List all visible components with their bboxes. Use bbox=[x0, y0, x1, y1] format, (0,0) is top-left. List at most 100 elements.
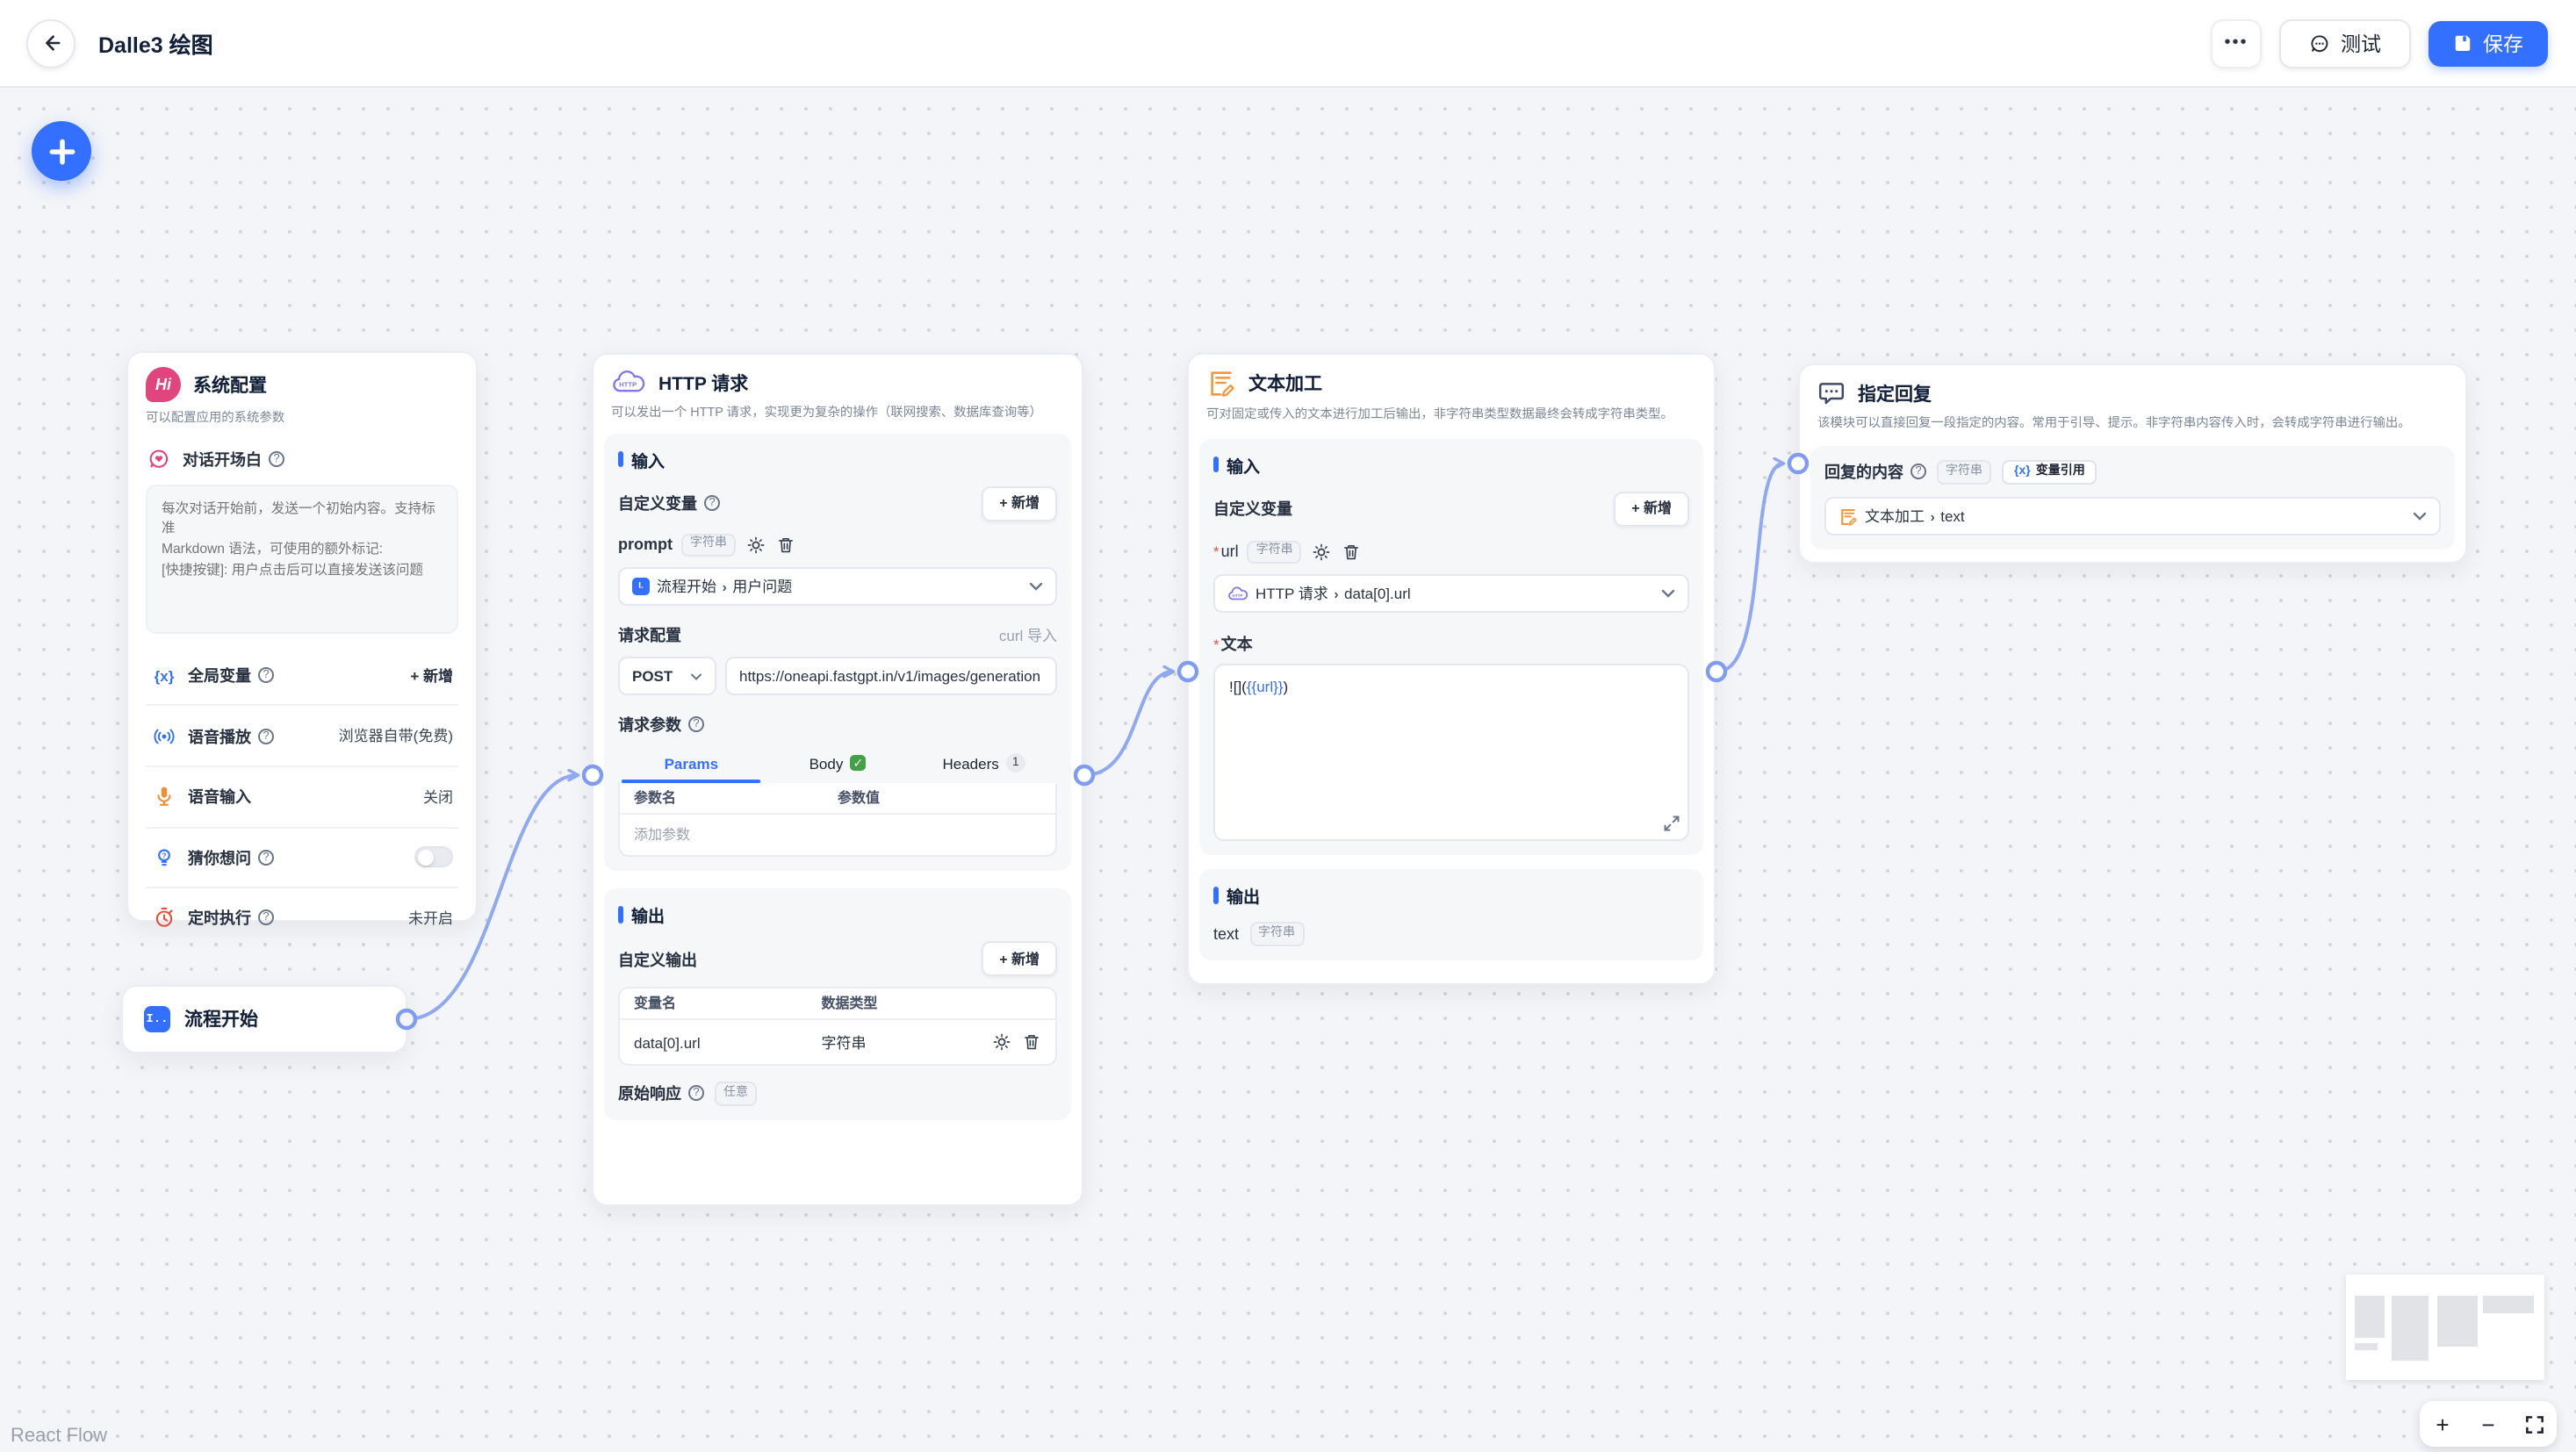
url-input[interactable] bbox=[725, 657, 1057, 696]
help-icon: ? bbox=[258, 728, 275, 744]
output-name: text bbox=[1213, 924, 1240, 943]
row-scheduled-run[interactable]: 定时执行? 未开启 bbox=[146, 887, 458, 947]
reply-source-select[interactable]: 文本加工 › text bbox=[1824, 497, 2441, 536]
gear-icon[interactable] bbox=[746, 536, 766, 555]
add-node-button[interactable] bbox=[32, 121, 91, 181]
request-tabs: Params Body ✓ Headers 1 bbox=[618, 744, 1057, 784]
method-select[interactable]: POST bbox=[618, 657, 716, 696]
node-http-request[interactable]: HTTP HTTP 请求 可以发出一个 HTTP 请求，实现更为复杂的操作（联网… bbox=[592, 353, 1083, 1206]
more-menu-button[interactable]: ••• bbox=[2211, 18, 2262, 68]
minimap-node bbox=[2355, 1296, 2385, 1338]
timer-icon bbox=[151, 905, 177, 931]
var-name: url bbox=[1220, 543, 1239, 561]
welcome-label: 对话开场白 bbox=[183, 450, 263, 469]
zoom-out-button[interactable]: − bbox=[2481, 1411, 2495, 1437]
reply-content-label: 回复的内容 bbox=[1824, 464, 1904, 482]
gear-icon[interactable] bbox=[1313, 543, 1332, 562]
trash-icon[interactable] bbox=[1022, 1032, 1041, 1052]
trash-icon[interactable] bbox=[1342, 543, 1362, 562]
chevron-right-icon: › bbox=[1926, 509, 1939, 526]
row-guess-question[interactable]: ? 猜你想问? bbox=[146, 826, 458, 887]
gear-icon[interactable] bbox=[992, 1032, 1011, 1052]
add-variable-button[interactable]: + 新增 bbox=[1614, 491, 1689, 527]
help-icon: ? bbox=[704, 495, 721, 512]
url-source-select[interactable]: HTTP HTTP 请求 › data[0].url bbox=[1213, 574, 1689, 614]
row-voice-playback[interactable]: 语音播放? 浏览器自带(免费) bbox=[146, 704, 458, 766]
content-type-badge: 字符串 bbox=[1937, 460, 1992, 485]
text-output-panel: 输出 text 字符串 bbox=[1199, 869, 1703, 960]
row-global-variables[interactable]: {x} 全局变量? + 新增 bbox=[146, 645, 458, 704]
required-asterisk: * bbox=[1213, 543, 1220, 561]
help-icon: ? bbox=[1910, 464, 1927, 480]
page-title: Dalle3 绘图 bbox=[98, 33, 213, 58]
http-output-panel: 输出 自定义输出 + 新增 变量名 数据类型 data[0].url 字符串 bbox=[604, 888, 1071, 1119]
http-input-panel: 输入 自定义变量? + 新增 prompt 字符串 I. 流程开始 › 用户问题… bbox=[604, 433, 1071, 872]
zoom-controls: + − bbox=[2420, 1401, 2557, 1447]
welcome-textarea[interactable] bbox=[146, 484, 458, 634]
svg-text:HTTP: HTTP bbox=[1233, 593, 1243, 597]
fit-view-button[interactable] bbox=[2516, 1414, 2551, 1434]
tab-body[interactable]: Body ✓ bbox=[765, 744, 911, 783]
variable-reference-badge[interactable]: {x} 变量引用 bbox=[2002, 459, 2097, 485]
chevron-down-icon bbox=[2413, 511, 2427, 521]
text-input-panel: 输入 自定义变量 + 新增 * url 字符串 HTTP HTTP 请求 › d… bbox=[1199, 438, 1703, 856]
row-voice-input[interactable]: 语音输入 关闭 bbox=[146, 765, 458, 826]
node-text-processing[interactable]: 文本加工 可对固定或传入的文本进行加工后输出，非字符串类型数据最终会转成字符串类… bbox=[1187, 353, 1716, 985]
chevron-down-icon bbox=[690, 672, 702, 680]
minimap-node bbox=[2355, 1342, 2378, 1349]
tab-headers[interactable]: Headers 1 bbox=[910, 744, 1057, 783]
add-variable-button[interactable]: + 新增 bbox=[982, 485, 1057, 521]
prompt-source-select[interactable]: I. 流程开始 › 用户问题 bbox=[618, 567, 1057, 607]
node-flow-start[interactable]: I.. 流程开始 bbox=[121, 985, 407, 1053]
bulb-icon: ? bbox=[151, 845, 177, 871]
node-description: 可以配置应用的系统参数 bbox=[146, 409, 285, 425]
flow-start-icon: I.. bbox=[144, 1006, 170, 1032]
node-title: 指定回复 bbox=[1858, 384, 1932, 405]
help-icon: ? bbox=[269, 450, 285, 467]
output-table: 变量名 数据类型 data[0].url 字符串 bbox=[618, 987, 1057, 1067]
node-specified-reply[interactable]: 指定回复 该模块可以直接回复一段指定的内容。常用于引导、提示。非字符串内容传入时… bbox=[1798, 363, 2467, 564]
node-title: 文本加工 bbox=[1248, 374, 1322, 395]
help-icon: ? bbox=[688, 716, 705, 733]
input-section-label: 输入 bbox=[631, 452, 666, 472]
reactflow-attribution: React Flow bbox=[11, 1426, 108, 1447]
minimap[interactable] bbox=[2346, 1275, 2544, 1380]
app-avatar: Hi bbox=[146, 367, 181, 402]
input-section-label: 输入 bbox=[1227, 457, 1261, 478]
output-section-label: 输出 bbox=[631, 908, 666, 928]
welcome-chat-heart-icon bbox=[146, 445, 172, 471]
output-type-badge: 字符串 bbox=[1249, 922, 1305, 945]
add-param-row[interactable]: 添加参数 bbox=[620, 813, 1055, 855]
custom-output-label: 自定义输出 bbox=[618, 951, 698, 969]
minimap-node bbox=[2483, 1296, 2534, 1313]
text-template-editor[interactable]: ![]({{url}}) bbox=[1213, 664, 1689, 842]
help-icon: ? bbox=[258, 849, 275, 866]
guess-question-toggle[interactable] bbox=[414, 846, 453, 868]
reply-content-panel: 回复的内容? 字符串 {x} 变量引用 文本加工 › text bbox=[1810, 445, 2455, 550]
add-output-button[interactable]: + 新增 bbox=[982, 941, 1057, 977]
chat-bubble-icon bbox=[2309, 32, 2330, 54]
trash-icon[interactable] bbox=[776, 536, 795, 555]
chevron-down-icon bbox=[1029, 581, 1043, 592]
top-bar: Dalle3 绘图 ••• 测试 保存 bbox=[0, 0, 2576, 88]
arrow-left-icon bbox=[40, 32, 62, 54]
add-variable-link[interactable]: + 新增 bbox=[410, 666, 453, 685]
expand-icon[interactable] bbox=[1663, 815, 1680, 832]
headers-count-badge: 1 bbox=[1005, 753, 1025, 773]
save-button[interactable]: 保存 bbox=[2428, 20, 2548, 66]
zoom-in-button[interactable]: + bbox=[2436, 1411, 2450, 1437]
flow-start-mini-icon: I. bbox=[632, 578, 650, 596]
node-title: HTTP 请求 bbox=[658, 373, 749, 394]
node-system-config[interactable]: Hi 系统配置 可以配置应用的系统参数 对话开场白 ? {x} 全局变量? + … bbox=[126, 351, 478, 928]
text-edit-mini-icon bbox=[1838, 507, 1858, 526]
output-row: data[0].url 字符串 bbox=[620, 1018, 1055, 1064]
test-button[interactable]: 测试 bbox=[2279, 18, 2411, 68]
help-icon: ? bbox=[258, 667, 275, 684]
curl-import-link[interactable]: curl 导入 bbox=[998, 626, 1057, 644]
back-button[interactable] bbox=[26, 18, 76, 68]
voice-broadcast-icon bbox=[151, 722, 177, 749]
custom-var-label: 自定义变量 bbox=[618, 495, 698, 514]
node-description: 可以发出一个 HTTP 请求，实现更为复杂的操作（联网搜索、数据库查询等） bbox=[611, 404, 1042, 420]
node-title: 流程开始 bbox=[184, 1010, 258, 1031]
tab-params[interactable]: Params bbox=[618, 744, 765, 784]
